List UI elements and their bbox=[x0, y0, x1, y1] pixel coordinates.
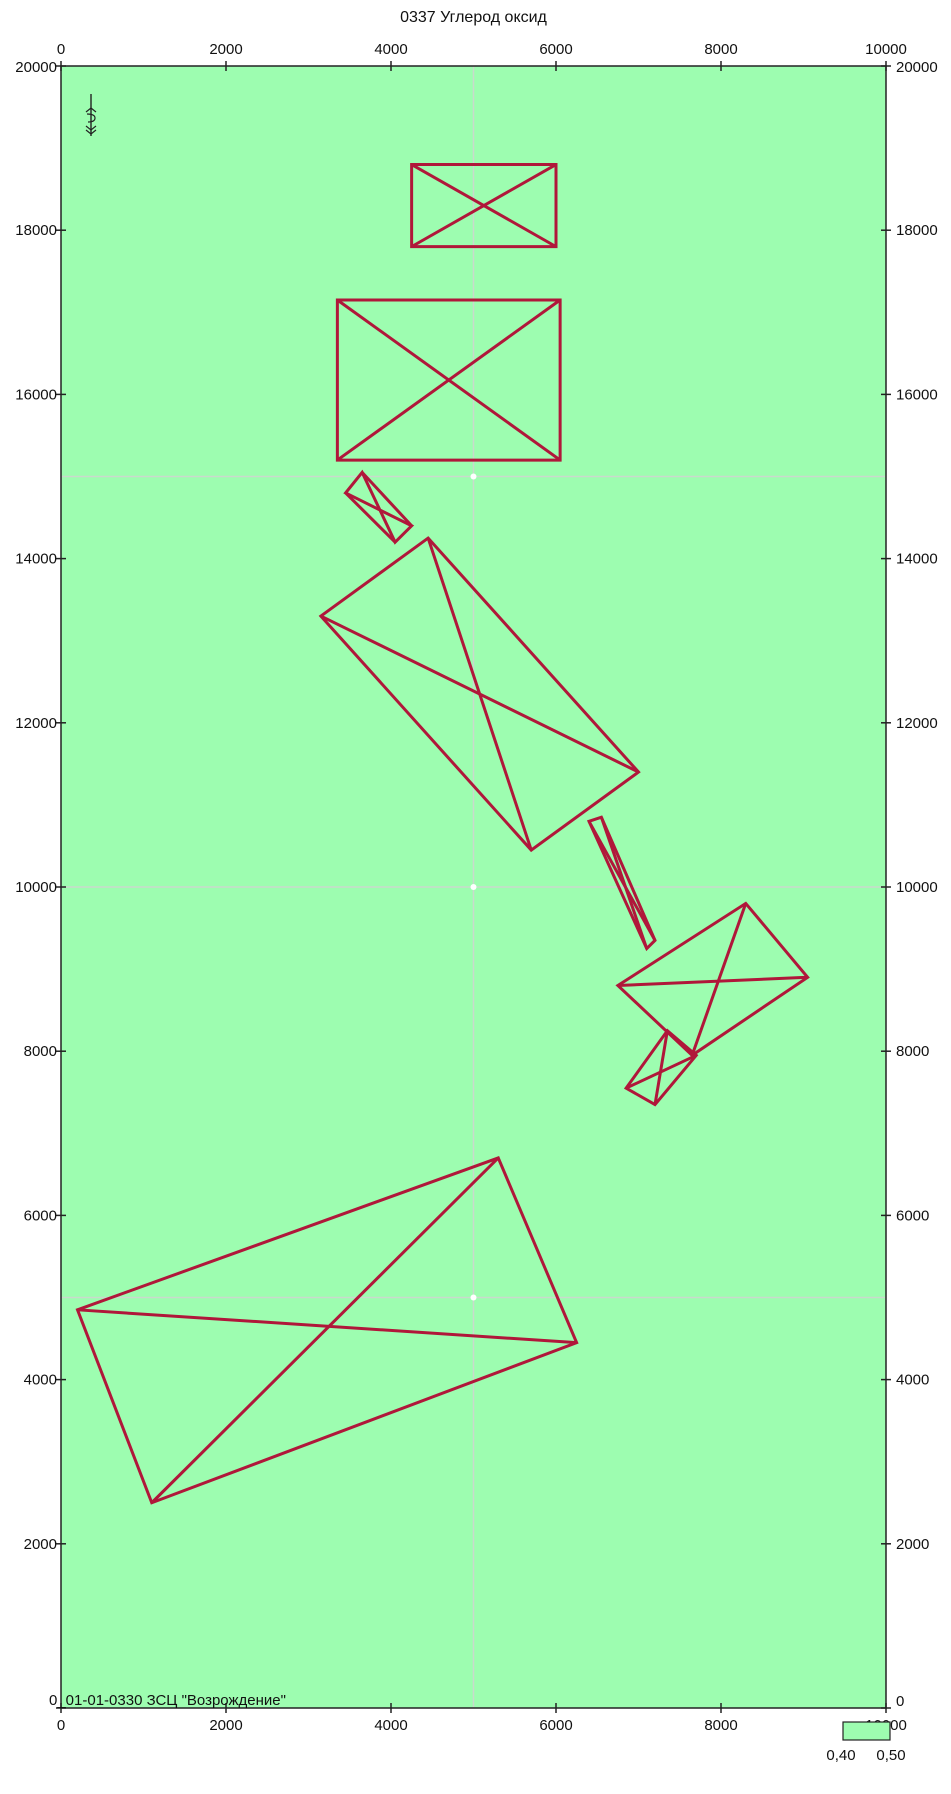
y-tick-label: 2000 bbox=[24, 1536, 57, 1553]
source-diagonal bbox=[410, 163, 557, 248]
source-diagonal bbox=[690, 902, 748, 1056]
legend-min-label: 0,40 bbox=[826, 1747, 855, 1764]
y-tick-label: 12000 bbox=[15, 715, 57, 732]
legend-max-label: 0,50 bbox=[876, 1747, 905, 1764]
grid-node bbox=[470, 884, 477, 890]
grid-node bbox=[470, 1294, 477, 1301]
x-tick-label: 0 bbox=[57, 1717, 65, 1734]
x-tick-label: 10000 bbox=[865, 41, 907, 58]
y-tick-label: 10000 bbox=[896, 879, 938, 896]
source-diagonal bbox=[336, 298, 562, 462]
axis-ticks bbox=[56, 61, 891, 1713]
north-arrow-icon bbox=[85, 94, 97, 136]
x-tick-label: 2000 bbox=[209, 1717, 242, 1734]
x-tick-label: 8000 bbox=[704, 41, 737, 58]
y-tick-label: 18000 bbox=[896, 222, 938, 239]
x-tick-label: 2000 bbox=[209, 41, 242, 58]
legend-swatch bbox=[842, 1721, 891, 1741]
y-tick-label: 20000 bbox=[15, 59, 57, 76]
y-tick-label: 8000 bbox=[896, 1043, 929, 1060]
x-tick-label: 0 bbox=[57, 41, 65, 58]
y-tick-label: 2000 bbox=[896, 1536, 929, 1553]
y-axis-right: 0 2000 4000 6000 8000 10000 12000 14000 16000 180… bbox=[896, 59, 938, 1710]
y-tick-label: 10000 bbox=[15, 879, 57, 896]
x-tick-label: 4000 bbox=[374, 1717, 407, 1734]
source-diagonal bbox=[653, 1030, 669, 1105]
y-tick-label: 0 bbox=[896, 1693, 904, 1710]
y-tick-label: 16000 bbox=[15, 386, 57, 403]
x-axis-top: 0 2000 4000 6000 8000 10000 bbox=[57, 41, 907, 58]
y-tick-label: 8000 bbox=[24, 1043, 57, 1060]
grid-nodes bbox=[470, 473, 477, 1301]
source-diagonal bbox=[344, 491, 397, 544]
y-tick-label: 6000 bbox=[896, 1207, 929, 1224]
source-outline bbox=[410, 163, 558, 249]
map-title: 0337 Углерод оксид bbox=[400, 9, 547, 26]
source-diagonal bbox=[150, 1156, 500, 1504]
x-tick-label: 6000 bbox=[539, 1717, 572, 1734]
y-tick-label: 4000 bbox=[24, 1372, 57, 1389]
source-outline bbox=[343, 469, 415, 545]
emission-sources bbox=[75, 163, 810, 1505]
y-tick-label: 16000 bbox=[896, 386, 938, 403]
source-outline bbox=[75, 1156, 579, 1505]
x-tick-label: 4000 bbox=[374, 41, 407, 58]
x-tick-label: 6000 bbox=[539, 41, 572, 58]
source-diagonal bbox=[361, 471, 413, 527]
y-tick-label: 12000 bbox=[896, 715, 938, 732]
source-diagonal bbox=[599, 816, 649, 950]
y-tick-label: 18000 bbox=[15, 222, 57, 239]
source-outline bbox=[623, 1028, 699, 1107]
source-outline bbox=[586, 815, 657, 952]
x-tick-label: 8000 bbox=[704, 1717, 737, 1734]
y-tick-label: 6000 bbox=[24, 1207, 57, 1224]
source-outline bbox=[335, 298, 562, 462]
y-tick-label: 14000 bbox=[896, 551, 938, 568]
legend: 0,40 0,50 bbox=[826, 1721, 906, 1764]
map-caption: 0_01-01-0330 ЗСЦ "Возрождение" bbox=[49, 1692, 286, 1709]
source-diagonal bbox=[617, 975, 808, 988]
y-axis-left: 2000 4000 6000 8000 10000 12000 14000 16000 1800… bbox=[15, 59, 57, 1553]
y-tick-label: 20000 bbox=[896, 59, 938, 76]
grid-node bbox=[470, 473, 477, 480]
source-outline bbox=[318, 536, 641, 853]
source-diagonal bbox=[426, 537, 533, 851]
y-tick-label: 14000 bbox=[15, 551, 57, 568]
y-tick-label: 4000 bbox=[896, 1372, 929, 1389]
